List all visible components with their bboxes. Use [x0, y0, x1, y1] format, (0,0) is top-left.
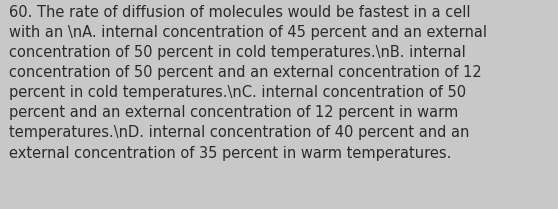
Text: 60. The rate of diffusion of molecules would be fastest in a cell
with an \nA. i: 60. The rate of diffusion of molecules w…: [9, 5, 487, 161]
